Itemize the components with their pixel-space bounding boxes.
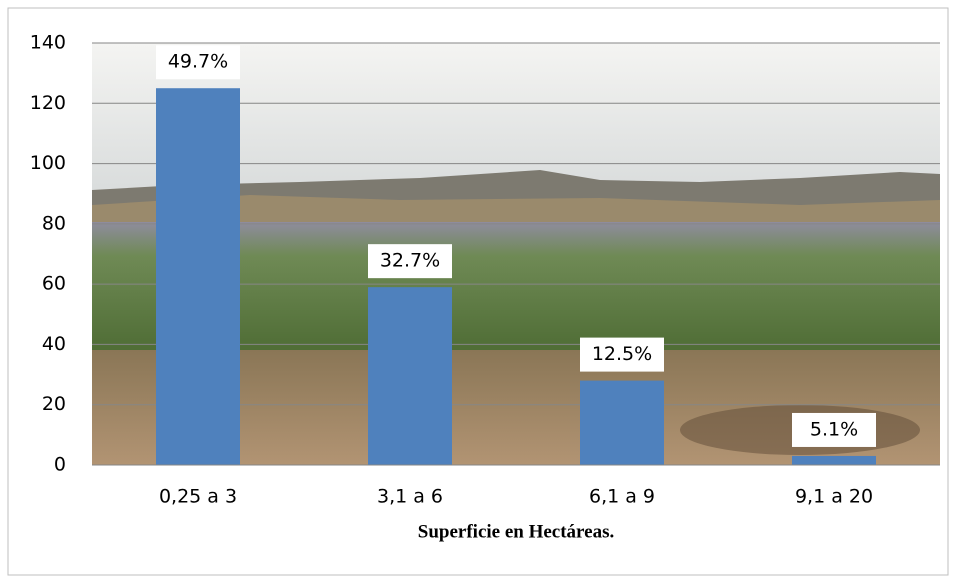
y-tick-label: 100 bbox=[30, 152, 66, 174]
value-label-box bbox=[156, 45, 240, 80]
x-tick-label: 0,25 a 3 bbox=[159, 486, 237, 508]
x-tick-label: 6,1 a 9 bbox=[589, 486, 655, 508]
bar bbox=[368, 287, 452, 465]
y-tick-label: 80 bbox=[42, 212, 66, 234]
value-label: 5.1% bbox=[810, 418, 858, 440]
value-label: 49.7% bbox=[168, 51, 228, 73]
y-tick-label: 40 bbox=[42, 333, 66, 355]
bar bbox=[792, 455, 876, 465]
value-label: 12.5% bbox=[592, 343, 652, 365]
bar bbox=[156, 88, 240, 465]
value-label-box bbox=[368, 244, 452, 279]
y-tick-label: 0 bbox=[54, 454, 66, 476]
y-tick-label: 20 bbox=[42, 393, 66, 415]
x-tick-label: 3,1 a 6 bbox=[377, 486, 443, 508]
value-label-box bbox=[792, 412, 876, 447]
value-label: 32.7% bbox=[380, 250, 440, 272]
y-tick-label: 120 bbox=[30, 92, 66, 114]
value-label-box bbox=[580, 337, 664, 372]
y-tick-label: 60 bbox=[42, 273, 66, 295]
x-axis-title: Superficie en Hectáreas. bbox=[418, 521, 614, 542]
bar bbox=[580, 380, 664, 465]
x-tick-label: 9,1 a 20 bbox=[795, 486, 873, 508]
y-tick-label: 140 bbox=[30, 32, 66, 54]
